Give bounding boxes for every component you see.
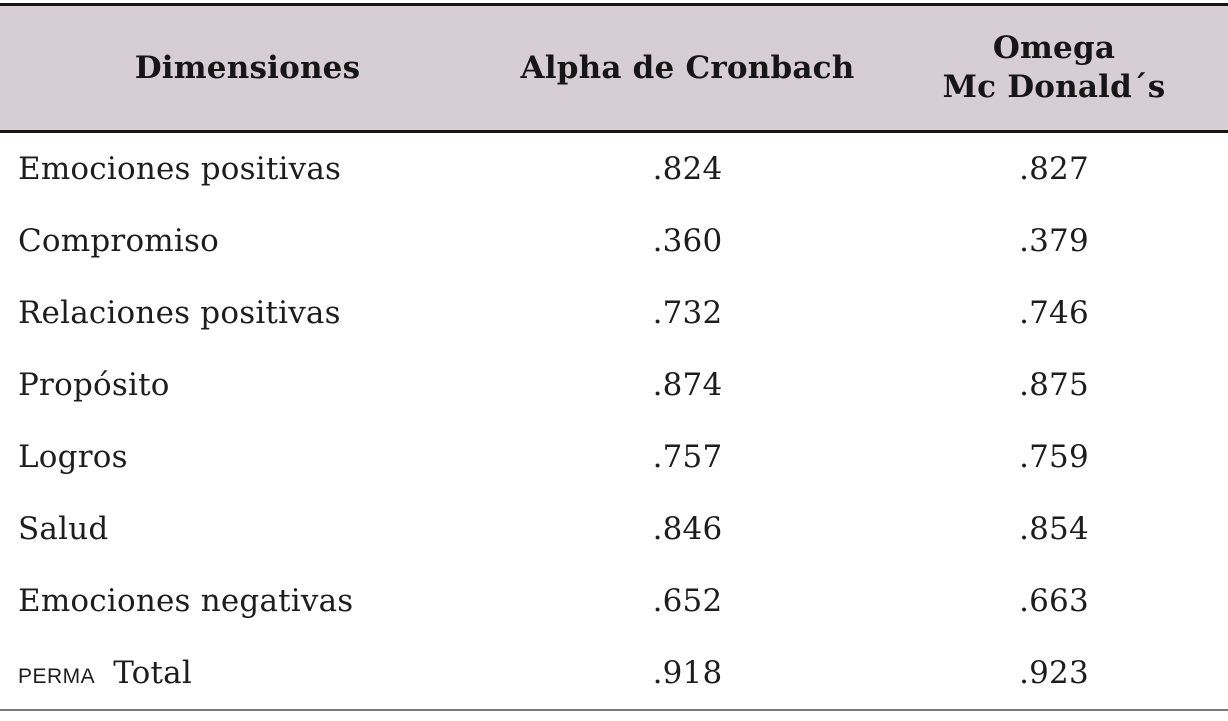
alpha-value-cell: .360 [652, 223, 723, 259]
header-row: Dimensiones Alpha de Cronbach Omega Mc D… [0, 3, 1228, 133]
alpha-value-cell: .757 [652, 439, 723, 475]
dimension-cell: Compromiso [18, 223, 219, 259]
omega-value-cell: .759 [1019, 439, 1089, 475]
dimension-cell: Relaciones positivas [18, 295, 341, 331]
table-row: Propósito .874 .875 [0, 349, 1228, 421]
dimension-cell: Logros [18, 439, 128, 475]
table-row: Salud .846 .854 [0, 493, 1228, 565]
reliability-table: Dimensiones Alpha de Cronbach Omega Mc D… [0, 3, 1228, 711]
column-header-dimensiones: Dimensiones [0, 3, 495, 133]
alpha-value-cell: .918 [495, 637, 880, 711]
table-row: Emociones positivas .824 .827 [0, 132, 1228, 206]
dimension-cell: Emociones negativas [18, 583, 354, 619]
omega-value-cell: .663 [1019, 583, 1089, 619]
table-body: Emociones positivas .824 .827 Compromiso… [0, 132, 1228, 711]
column-header-omega: Omega Mc Donald´s [880, 3, 1228, 133]
dimension-cell: Propósito [18, 367, 170, 403]
alpha-value-cell: .732 [652, 295, 723, 331]
omega-header-line1: Omega [992, 30, 1116, 67]
table-header: Dimensiones Alpha de Cronbach Omega Mc D… [0, 3, 1228, 133]
column-header-alpha: Alpha de Cronbach [495, 3, 880, 133]
table-row: Emociones negativas .652 .663 [0, 565, 1228, 637]
alpha-value-cell: .824 [652, 151, 723, 187]
total-label: Total [113, 655, 192, 691]
omega-value-cell: .827 [1019, 151, 1089, 187]
omega-header-line2: Mc Donald´s [942, 69, 1166, 105]
omega-value-cell: .379 [1019, 223, 1089, 259]
alpha-value-cell: .874 [652, 367, 723, 403]
table-row: Compromiso .360 .379 [0, 205, 1228, 277]
table-row-total: PERMA Total .918 .923 [0, 637, 1228, 711]
alpha-value-cell: .846 [652, 511, 723, 547]
dimension-cell: Salud [18, 511, 109, 547]
table-row: Relaciones positivas .732 .746 [0, 277, 1228, 349]
dimension-cell-total: PERMA Total [0, 637, 495, 711]
omega-value-cell: .854 [1019, 511, 1089, 547]
table-row: Logros .757 .759 [0, 421, 1228, 493]
omega-value-cell: .875 [1019, 367, 1089, 403]
perma-prefix-label: PERMA [18, 665, 96, 688]
alpha-value-cell: .652 [652, 583, 723, 619]
dimension-cell: Emociones positivas [18, 151, 342, 187]
omega-value-cell: .746 [1019, 295, 1089, 331]
omega-value-cell: .923 [880, 637, 1228, 711]
